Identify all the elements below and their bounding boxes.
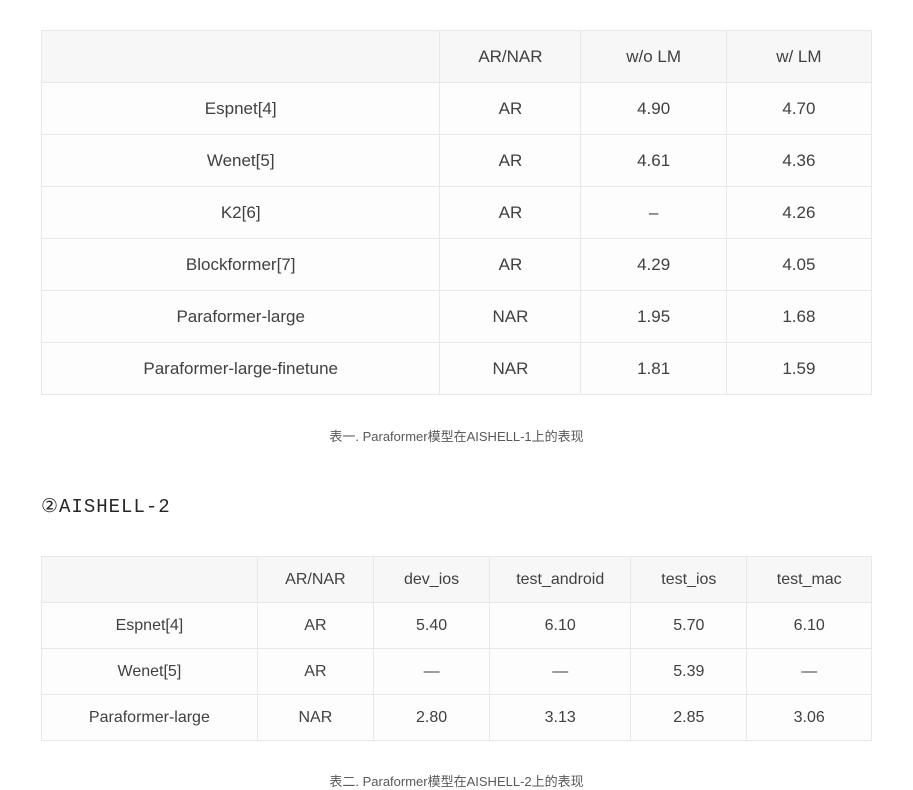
table2-caption: 表二. Paraformer模型在AISHELL-2上的表现: [329, 774, 584, 789]
table-row: Espnet[4] AR 4.90 4.70: [40, 82, 873, 135]
table2-header-test-android: test_android: [489, 556, 632, 603]
table-cell: 5.39: [630, 648, 748, 695]
table-cell: —: [372, 648, 491, 695]
table-row: Paraformer-large-finetune NAR 1.81 1.59: [40, 342, 873, 395]
table-cell: 2.80: [372, 694, 491, 741]
model-name-cell: Espnet[4]: [40, 82, 441, 135]
table-cell: 1.68: [725, 290, 873, 343]
table1-header-ar-nar: AR/NAR: [439, 30, 582, 83]
table-cell: AR: [439, 134, 582, 187]
table-row: Espnet[4] AR 5.40 6.10 5.70 6.10: [41, 602, 872, 649]
table-cell: 4.90: [580, 82, 727, 135]
table1-corner-cell: [40, 30, 441, 83]
table-cell: 5.40: [372, 602, 491, 649]
table-cell: —: [746, 648, 872, 695]
section-heading-aishell2: ②AISHELL-2: [41, 496, 171, 518]
table-row: K2[6] AR – 4.26: [40, 186, 873, 239]
table-cell: 4.70: [725, 82, 873, 135]
table2-header-dev-ios: dev_ios: [372, 556, 491, 603]
table-cell: 4.05: [725, 238, 873, 291]
table-row: Paraformer-large NAR 1.95 1.68: [40, 290, 873, 343]
table-cell: 3.13: [489, 694, 632, 741]
aishell1-results-table: AR/NAR w/o LM w/ LM Espnet[4] AR 4.90 4.…: [40, 30, 873, 395]
table-cell: –: [580, 186, 727, 239]
table-cell: —: [489, 648, 632, 695]
model-name-cell: Wenet[5]: [41, 648, 258, 695]
table-cell: 4.29: [580, 238, 727, 291]
table2-header-row: AR/NAR dev_ios test_android test_ios tes…: [41, 556, 872, 603]
table-cell: 1.95: [580, 290, 727, 343]
table-cell: 4.61: [580, 134, 727, 187]
table-cell: AR: [439, 186, 582, 239]
model-name-cell: Paraformer-large-finetune: [40, 342, 441, 395]
aishell2-results-table: AR/NAR dev_ios test_android test_ios tes…: [41, 556, 872, 741]
model-name-cell: Wenet[5]: [40, 134, 441, 187]
table-cell: AR: [439, 82, 582, 135]
table2-header-ar-nar: AR/NAR: [256, 556, 374, 603]
model-name-cell: K2[6]: [40, 186, 441, 239]
table1-header-wo-lm: w/o LM: [580, 30, 727, 83]
table-cell: 6.10: [746, 602, 872, 649]
table2-corner-cell: [41, 556, 258, 603]
model-name-cell: Blockformer[7]: [40, 238, 441, 291]
table-cell: AR: [439, 238, 582, 291]
table-cell: 3.06: [746, 694, 872, 741]
table1-caption: 表一. Paraformer模型在AISHELL-1上的表现: [329, 429, 584, 444]
table-row: Blockformer[7] AR 4.29 4.05: [40, 238, 873, 291]
table1-header-w-lm: w/ LM: [725, 30, 873, 83]
table-cell: 1.59: [725, 342, 873, 395]
model-name-cell: Espnet[4]: [41, 602, 258, 649]
table2-header-test-mac: test_mac: [746, 556, 872, 603]
table1-header-row: AR/NAR w/o LM w/ LM: [40, 30, 873, 83]
model-name-cell: Paraformer-large: [41, 694, 258, 741]
table-row: Wenet[5] AR 4.61 4.36: [40, 134, 873, 187]
model-name-cell: Paraformer-large: [40, 290, 441, 343]
table-cell: NAR: [439, 342, 582, 395]
table-cell: NAR: [439, 290, 582, 343]
table-cell: 2.85: [630, 694, 748, 741]
table-cell: 4.26: [725, 186, 873, 239]
table-cell: AR: [256, 602, 374, 649]
table-cell: 4.36: [725, 134, 873, 187]
table-cell: NAR: [256, 694, 374, 741]
table-cell: 5.70: [630, 602, 748, 649]
table2-header-test-ios: test_ios: [630, 556, 748, 603]
table-cell: 1.81: [580, 342, 727, 395]
table-row: Wenet[5] AR — — 5.39 —: [41, 648, 872, 695]
table-cell: 6.10: [489, 602, 632, 649]
table-row: Paraformer-large NAR 2.80 3.13 2.85 3.06: [41, 694, 872, 741]
table-cell: AR: [256, 648, 374, 695]
